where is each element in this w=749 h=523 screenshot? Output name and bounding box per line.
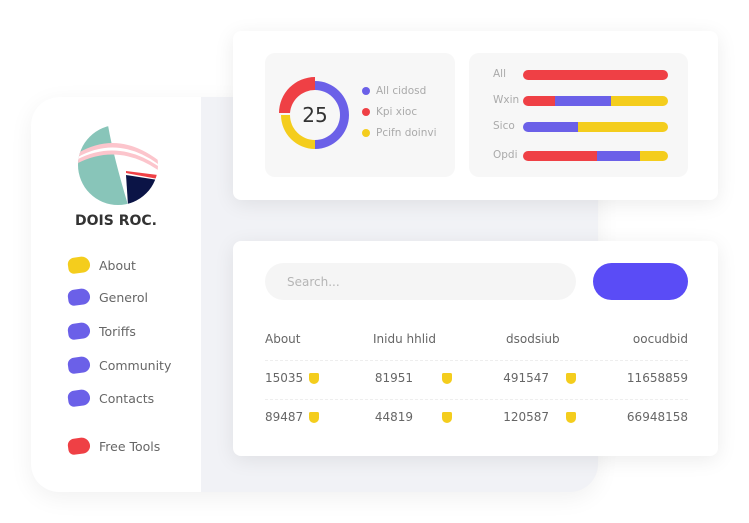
sidebar: DOIS ROC. About Generol Toriffs Community Co… (31, 97, 201, 492)
bar-segment (523, 96, 555, 106)
bar-segment (578, 122, 668, 132)
stacked-bar (523, 70, 668, 80)
stacked-bar (523, 151, 668, 161)
column-header[interactable]: dsodsiub (506, 332, 560, 346)
search-button[interactable] (593, 263, 688, 300)
bar-segment (596, 151, 641, 161)
donut-chart: 25 (279, 77, 349, 149)
shield-icon (566, 373, 576, 384)
sidebar-item-label: Generol (99, 289, 148, 305)
stacked-bar (523, 96, 668, 106)
sidebar-item-toriffs[interactable]: Toriffs (66, 321, 136, 341)
legend-item: Kpi xioc (362, 106, 437, 118)
legend-item: Pcifn doinvi (362, 127, 437, 139)
table-cell: 491547 (503, 371, 549, 385)
shield-icon (566, 412, 576, 423)
legend-item: All cidosd (362, 85, 437, 97)
sidebar-item-free-tools[interactable]: Free Tools (66, 436, 161, 456)
donut-legend: All cidosd Kpi xioc Pcifn doinvi (362, 85, 437, 139)
bar-segment (640, 151, 668, 161)
shield-icon (309, 412, 319, 423)
sidebar-item-community[interactable]: Community (66, 355, 172, 375)
legend-dot-icon (362, 129, 370, 137)
donut-panel: 25 All cidosd Kpi xioc Pcifn doinvi (265, 53, 455, 177)
donut-segment (281, 115, 315, 149)
table-cell: 15035 (265, 371, 304, 385)
bars-panel: All Wxin Sico Opdi (469, 53, 688, 177)
bar-segment (611, 96, 668, 106)
column-header[interactable]: Inidu hhlid (373, 332, 437, 346)
blob-icon (66, 255, 92, 275)
profile-name: DOIS ROC. (75, 213, 157, 229)
blob-icon (66, 287, 92, 307)
sidebar-item-label: Free Tools (99, 438, 161, 454)
table-cell: 120587 (503, 410, 549, 424)
table-cell: 81951 (374, 371, 413, 385)
bar-segment (523, 122, 579, 132)
table-cell: 89487 (265, 410, 304, 424)
avatar (78, 125, 158, 205)
bar-segment (523, 151, 597, 161)
blob-icon (66, 321, 92, 341)
stacked-bar (523, 122, 668, 132)
donut-value: 25 (302, 103, 327, 127)
legend-dot-icon (362, 108, 370, 116)
table-card: About Inidu hhlid dsodsiub oocudbid 15035 819… (233, 241, 718, 456)
bar-label: Wxin (493, 94, 520, 106)
bar-label: Opdi (493, 149, 518, 161)
sidebar-item-label: Community (99, 357, 172, 373)
legend-label: All cidosd (376, 85, 427, 97)
search-input[interactable] (265, 263, 576, 300)
blob-icon (66, 388, 92, 408)
sidebar-item-label: About (99, 257, 136, 273)
sidebar-item-label: Contacts (99, 390, 155, 406)
donut-segment (279, 77, 315, 113)
bar-segment (523, 70, 668, 80)
blob-icon (66, 355, 92, 375)
legend-label: Kpi xioc (376, 106, 418, 118)
column-header[interactable]: About (265, 332, 301, 346)
stats-card: 25 All cidosd Kpi xioc Pcifn doinvi All Wxi… (233, 31, 718, 200)
bar-segment (554, 96, 612, 106)
donut-segment (315, 81, 349, 149)
legend-dot-icon (362, 87, 370, 95)
sidebar-item-label: Toriffs (99, 323, 136, 339)
table-cell: 44819 (374, 410, 413, 424)
table-cell: 66948158 (626, 410, 688, 424)
column-header[interactable]: oocudbid (632, 332, 688, 346)
table-cell: 11658859 (626, 371, 688, 385)
blob-icon (66, 436, 92, 456)
sidebar-item-generol[interactable]: Generol (66, 287, 148, 307)
bar-label: Sico (493, 120, 515, 132)
bar-label: All (493, 68, 507, 80)
shield-icon (309, 373, 319, 384)
legend-label: Pcifn doinvi (376, 127, 437, 139)
sidebar-item-contacts[interactable]: Contacts (66, 388, 155, 408)
shield-icon (442, 373, 452, 384)
sidebar-item-about[interactable]: About (66, 255, 136, 275)
shield-icon (442, 412, 452, 423)
